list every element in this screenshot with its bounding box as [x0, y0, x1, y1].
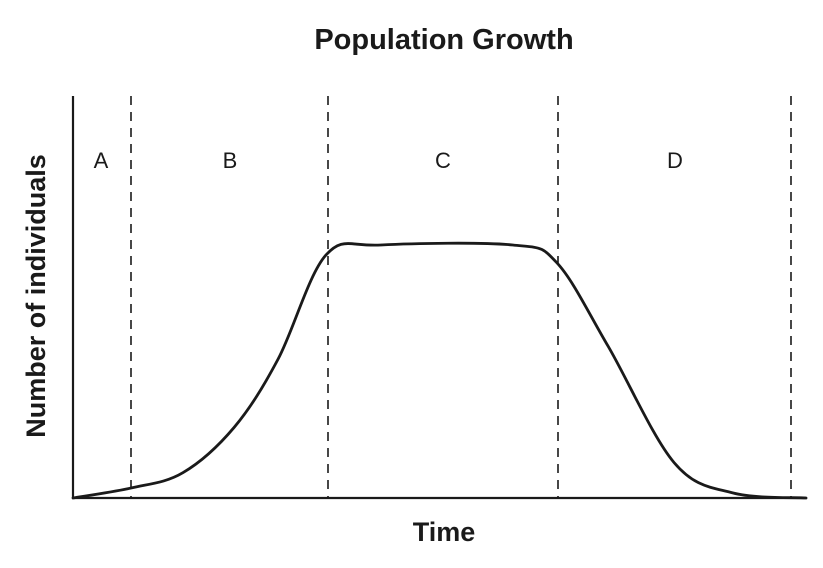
- phase-label-a: A: [94, 148, 109, 173]
- phase-labels: A B C D: [94, 148, 683, 173]
- phase-label-c: C: [435, 148, 451, 173]
- y-axis-label: Number of individuals: [21, 154, 51, 438]
- population-curve: [71, 241, 808, 500]
- chart-title: Population Growth: [314, 24, 573, 56]
- phase-label-b: B: [223, 148, 238, 173]
- phase-dividers: [130, 96, 792, 498]
- phase-label-d: D: [667, 148, 683, 173]
- x-axis-label: Time: [413, 517, 476, 547]
